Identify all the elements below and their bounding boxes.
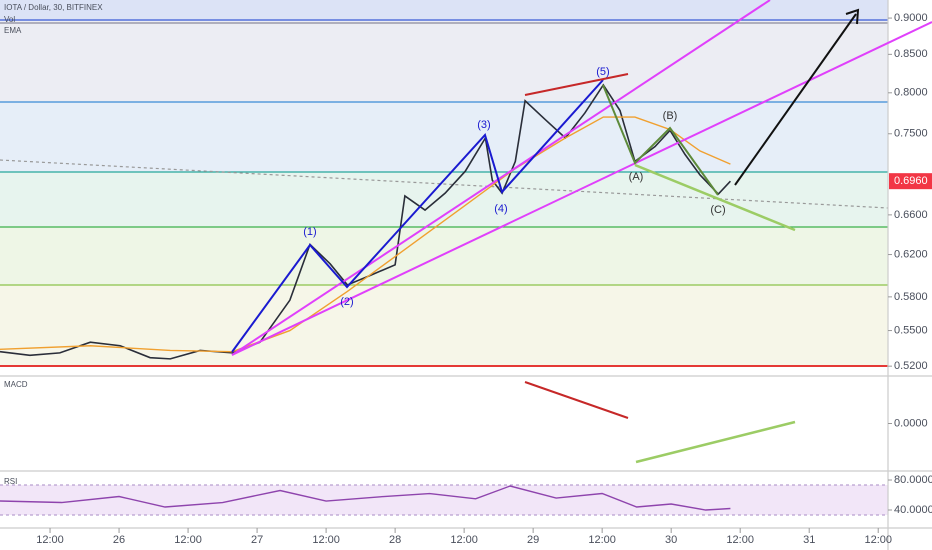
- x-tick-label: 12:00: [864, 534, 892, 546]
- series-line: [0, 485, 731, 511]
- y-tick-label: 0.9000: [894, 12, 928, 24]
- legend-vol: Vol: [4, 15, 15, 24]
- x-tick-label: 26: [113, 534, 125, 546]
- x-tick-label: 12:00: [588, 534, 616, 546]
- last-price-label: 0.6960: [894, 175, 928, 187]
- y-tick-label: 0.0000: [894, 417, 928, 429]
- x-tick-label: 12:00: [726, 534, 754, 546]
- y-tick-label: 0.6600: [894, 209, 928, 221]
- y-tick-label: 0.8000: [894, 87, 928, 99]
- macd-title: MACD: [4, 380, 28, 389]
- legend-symbol: IOTA / Dollar, 30, BITFINEX: [4, 3, 103, 12]
- wave-label: (1): [303, 226, 316, 238]
- y-tick-label: 0.5200: [894, 360, 928, 372]
- legend-ema: EMA: [4, 26, 22, 35]
- wave-label: (B): [663, 110, 678, 122]
- rsi-title: RSI: [4, 477, 17, 486]
- wave-label: (3): [477, 119, 490, 131]
- y-tick-label: 40.0000: [894, 504, 932, 516]
- x-tick-label: 30: [665, 534, 677, 546]
- x-tick-label: 28: [389, 534, 401, 546]
- y-tick-label: 0.8500: [894, 48, 928, 60]
- x-tick-label: 12:00: [174, 534, 202, 546]
- y-tick-label: 0.5500: [894, 324, 928, 336]
- series-line: [0, 116, 731, 353]
- y-tick-label: 0.6200: [894, 248, 928, 260]
- y-tick-label: 80.0000: [894, 474, 932, 486]
- x-tick-label: 29: [527, 534, 539, 546]
- wave-label: (2): [340, 296, 353, 308]
- x-tick-label: 12:00: [450, 534, 478, 546]
- wave-label: (C): [710, 204, 725, 216]
- x-tick-label: 27: [251, 534, 263, 546]
- y-tick-label: 0.5800: [894, 291, 928, 303]
- x-tick-label: 31: [803, 534, 815, 546]
- y-tick-label: 0.7500: [894, 128, 928, 140]
- background-bands: [0, 0, 888, 515]
- x-tick-label: 12:00: [312, 534, 340, 546]
- x-tick-label: 12:00: [36, 534, 64, 546]
- wave-label: (A): [629, 171, 644, 183]
- last-price-box: [889, 173, 932, 190]
- wave-label: (4): [494, 203, 507, 215]
- wave-label: (5): [596, 66, 609, 78]
- drawings: [231, 0, 932, 464]
